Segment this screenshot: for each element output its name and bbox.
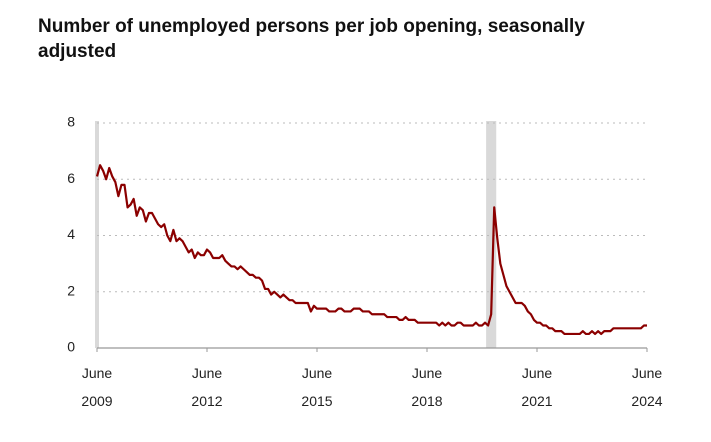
x-tick-label: June 2009 [81,365,113,409]
x-tick-label: June 2024 [631,365,663,409]
recession-band [486,121,497,348]
data-line [95,164,647,336]
y-tick-label: 8 [67,114,75,130]
y-tick-label: 2 [67,282,75,298]
x-tick-label: June 2021 [521,365,553,409]
x-tick-label: June 2018 [411,365,443,409]
x-tick-label: June 2015 [301,365,333,409]
x-tick-label: June 2012 [191,365,223,409]
chart-title: Number of unemployed persons per job ope… [38,16,585,62]
y-tick-label: 0 [67,339,75,355]
recession-band [95,121,99,348]
y-tick-label: 6 [67,170,75,186]
y-tick-label: 4 [67,226,75,242]
